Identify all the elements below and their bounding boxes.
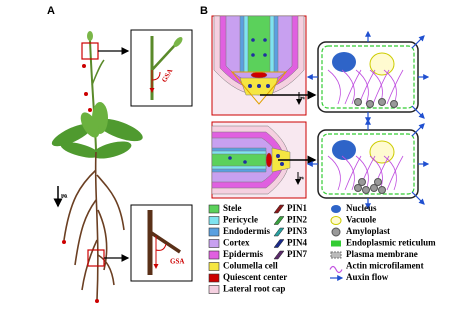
legend-pin <box>273 250 285 260</box>
amyloplast <box>374 178 382 186</box>
gsa-label: GSA <box>170 258 184 266</box>
root-vertical <box>213 15 305 105</box>
legend-swatch <box>208 227 220 237</box>
actin <box>344 69 362 105</box>
actin <box>341 155 355 191</box>
legend-label: Cortex <box>223 238 250 248</box>
legend-symbol <box>331 240 341 247</box>
amyloplast <box>370 184 378 192</box>
legend-label: Epidermis <box>223 249 264 259</box>
legend-label: Endodermis <box>223 226 271 236</box>
auxin-arrow <box>411 191 425 205</box>
legend-label: Nucleus <box>346 203 377 213</box>
gravity-label: g <box>300 97 306 100</box>
amyloplast <box>354 98 362 106</box>
actin <box>355 69 369 105</box>
legend-symbol <box>330 216 342 225</box>
gravity-label: g <box>299 177 305 180</box>
legend-swatch <box>208 204 220 214</box>
legend-pin <box>273 227 285 237</box>
legend-swatch <box>208 262 220 271</box>
gravity-label: g <box>61 194 70 198</box>
legend-label: Plasma membrane <box>346 249 418 259</box>
root-horizontal <box>211 125 291 195</box>
legend-label: Columella cell <box>223 261 278 271</box>
panel-label: B <box>200 5 208 17</box>
cells <box>306 30 430 210</box>
amyloplast <box>362 186 370 194</box>
actin <box>341 69 355 105</box>
amyloplast <box>366 100 374 108</box>
inset <box>130 29 193 107</box>
actin <box>372 69 390 105</box>
legend-symbol <box>331 205 341 213</box>
legend-symbol <box>329 265 343 274</box>
actin <box>386 69 404 105</box>
inset <box>130 204 193 282</box>
legend-pin <box>273 239 285 248</box>
nucleus <box>332 52 356 72</box>
legend-label: Endoplasmic reticulum <box>346 238 436 248</box>
amyloplast <box>358 178 366 186</box>
actin <box>383 155 397 191</box>
auxin-arrow <box>411 35 425 49</box>
auxin-arrow <box>411 123 425 137</box>
actin <box>386 155 404 191</box>
legend-symbol <box>331 227 341 237</box>
amyloplast <box>354 184 362 192</box>
legend-label: PIN4 <box>287 238 307 248</box>
legend-label: PIN3 <box>287 226 307 236</box>
legend-label: Vacuole <box>346 215 376 225</box>
plant <box>51 31 143 303</box>
legend-label: Amyloplast <box>346 226 390 236</box>
nucleus <box>332 140 356 160</box>
er <box>321 45 415 109</box>
actin <box>344 155 362 191</box>
legend-swatch <box>208 250 220 260</box>
actin <box>327 155 341 191</box>
panel-label: A <box>47 5 55 17</box>
legend-label: Lateral root cap <box>223 284 285 294</box>
actin <box>327 69 341 105</box>
legend-swatch <box>208 273 220 283</box>
amyloplast <box>390 100 398 108</box>
legend-label: PIN2 <box>287 215 307 225</box>
legend-swatch <box>208 285 220 294</box>
legend-label: Pericycle <box>223 215 258 225</box>
legend-label: Quiescent center <box>223 272 287 282</box>
legend-label: Auxin flow <box>346 272 389 282</box>
amyloplast <box>378 98 386 106</box>
vacuole <box>369 52 395 76</box>
legend-pin <box>273 204 285 214</box>
amyloplast <box>378 186 386 194</box>
legend-pin <box>273 216 285 225</box>
inset-root <box>147 210 181 275</box>
inset-branch <box>149 36 183 100</box>
legend-symbol <box>330 251 342 259</box>
vacuole <box>369 140 395 164</box>
legend-label: Stele <box>223 203 242 213</box>
er <box>321 133 415 195</box>
legend-swatch <box>208 239 220 248</box>
legend-label: Actin microfilament <box>346 261 424 271</box>
auxin-arrow <box>411 105 425 119</box>
legend-swatch <box>208 216 220 225</box>
legend-label: PIN1 <box>287 203 307 213</box>
legend-label: PIN7 <box>287 249 307 259</box>
